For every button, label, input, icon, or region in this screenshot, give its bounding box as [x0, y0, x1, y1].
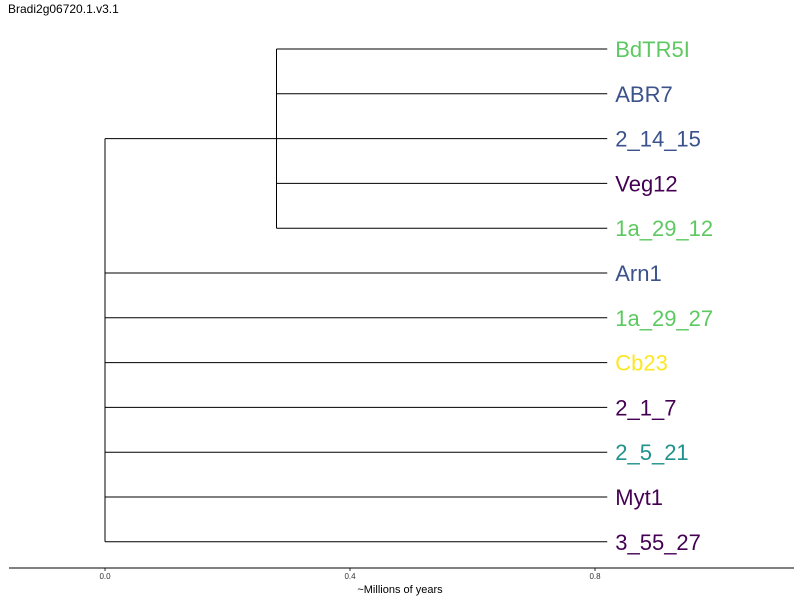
tip-label-myt1: Myt1 — [615, 485, 663, 510]
x-tick-label: 0.0 — [99, 572, 111, 581]
tip-label-veg12: Veg12 — [615, 171, 677, 196]
tip-labels: BdTR5I ABR7 2_14_15 Veg12 1a_29_12 Arn1 1a_29_… — [615, 37, 713, 555]
tip-label-1a-29-12: 1a_29_12 — [615, 216, 713, 241]
tip-label-arn1: Arn1 — [615, 261, 661, 286]
x-axis-ticks: 0.0 0.4 0.8 — [99, 568, 601, 581]
tip-label-2-14-15: 2_14_15 — [615, 127, 701, 152]
x-tick-label: 0.4 — [344, 572, 356, 581]
tip-label-2-1-7: 2_1_7 — [615, 395, 676, 420]
x-axis: 0.0 0.4 0.8 ~Millions of years — [9, 567, 794, 596]
tree-branches — [104, 48, 608, 543]
tree-title: Bradi2g06720.1.v3.1 — [8, 2, 119, 16]
tip-label-1a-29-27: 1a_29_27 — [615, 306, 713, 331]
tip-label-3-55-27: 3_55_27 — [615, 530, 701, 555]
x-axis-title: ~Millions of years — [357, 584, 443, 596]
x-tick-label: 0.8 — [589, 572, 601, 581]
tip-label-abr7: ABR7 — [615, 82, 672, 107]
tip-label-cb23: Cb23 — [615, 351, 668, 376]
tip-label-2-5-21: 2_5_21 — [615, 440, 688, 465]
tip-label-bdtr5i: BdTR5I — [615, 37, 690, 62]
